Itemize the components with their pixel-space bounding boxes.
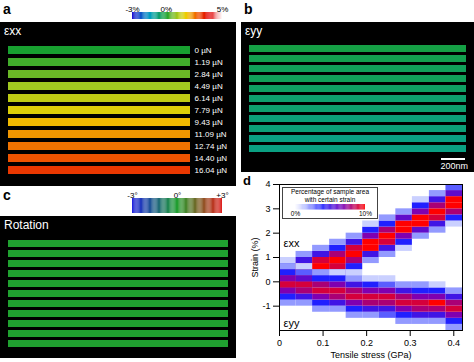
svg-text:0%: 0% — [291, 210, 301, 217]
svg-text:11.09 µN: 11.09 µN — [195, 130, 227, 139]
svg-text:0 µN: 0 µN — [195, 46, 212, 55]
html-text:Rotation: Rotation — [4, 218, 49, 232]
svg-text:6.14 µN: 6.14 µN — [195, 94, 223, 103]
svg-text:10%: 10% — [359, 210, 372, 217]
svg-text:0: 0 — [265, 277, 270, 287]
svg-text:εxx: εxx — [284, 237, 300, 249]
svg-text:12.74 µN: 12.74 µN — [195, 142, 228, 151]
svg-text:Tensile stress (GPa): Tensile stress (GPa) — [330, 350, 411, 360]
svg-text:1: 1 — [265, 252, 270, 262]
svg-text:0.2: 0.2 — [360, 338, 373, 348]
svg-text:Strain (%): Strain (%) — [250, 237, 260, 277]
svg-text:3: 3 — [265, 204, 270, 214]
svg-text:0.4: 0.4 — [448, 338, 461, 348]
svg-text:14.40 µN: 14.40 µN — [195, 154, 228, 163]
html-text:εyy: εyy — [245, 24, 263, 38]
html-text:Percentage of sample area with: Percentage of sample area with certain s… — [291, 188, 369, 203]
svg-text:0°: 0° — [173, 190, 182, 200]
svg-text:0.3: 0.3 — [404, 338, 417, 348]
svg-text:9.43 µN: 9.43 µN — [195, 118, 223, 127]
svg-text:0: 0 — [277, 338, 282, 348]
svg-text:1.19 µN: 1.19 µN — [195, 58, 223, 67]
html-text:b: b — [244, 1, 253, 17]
svg-text:5%: 5% — [216, 4, 229, 14]
svg-text:7.79 µN: 7.79 µN — [195, 106, 223, 115]
svg-text:0.1: 0.1 — [317, 338, 330, 348]
svg-text:0%: 0% — [160, 4, 172, 14]
svg-text:-3%: -3% — [125, 4, 140, 14]
html-text:c: c — [3, 187, 11, 203]
svg-text:εyy: εyy — [284, 317, 300, 329]
html-text:200nm: 200nm — [440, 161, 468, 171]
svg-text:4.49 µN: 4.49 µN — [195, 82, 223, 91]
html-text:εxx: εxx — [4, 24, 22, 38]
svg-text:2: 2 — [265, 228, 270, 238]
svg-text:+3°: +3° — [216, 190, 229, 200]
svg-text:16.04 µN: 16.04 µN — [195, 166, 228, 175]
svg-text:-3°: -3° — [127, 190, 138, 200]
svg-text:2.84 µN: 2.84 µN — [195, 70, 223, 79]
svg-text:4: 4 — [265, 179, 270, 189]
svg-text:-1: -1 — [262, 301, 270, 311]
html-text:a: a — [3, 1, 11, 17]
html-text:d: d — [243, 173, 251, 188]
